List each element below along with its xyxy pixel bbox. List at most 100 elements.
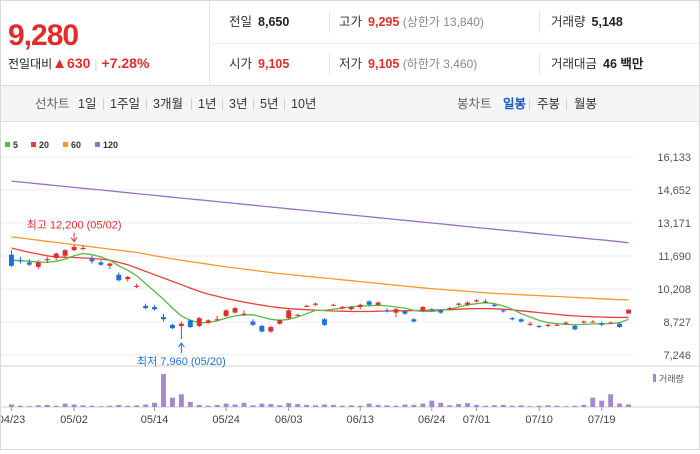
tab-period-3m[interactable]: 3개월 bbox=[153, 97, 183, 111]
candle-body bbox=[44, 259, 50, 261]
volume-bar bbox=[26, 406, 32, 407]
volume-bar bbox=[277, 405, 283, 407]
tab-period-10y[interactable]: 10년 bbox=[291, 97, 317, 111]
candle-body bbox=[205, 320, 211, 323]
volume-bar bbox=[491, 405, 497, 407]
candle-body bbox=[71, 246, 77, 251]
volume-bar bbox=[509, 405, 515, 407]
divider bbox=[191, 99, 192, 110]
stat-value: 9,295 bbox=[368, 15, 400, 29]
divider bbox=[539, 11, 540, 33]
volume-bar bbox=[9, 404, 14, 407]
candle-body bbox=[35, 262, 41, 267]
stat-label: 시가 bbox=[229, 57, 253, 71]
candlestick-chart[interactable]: 16,133 14,652 13,171 11,690 10,208 8,727 7,246… bbox=[0, 122, 699, 449]
high-annotation: 최고 12,200 (05/02) bbox=[27, 219, 122, 232]
chart-area: 16,133 14,652 13,171 11,690 10,208 8,727 7,246… bbox=[0, 122, 700, 450]
volume-bar bbox=[339, 405, 345, 407]
candle-body bbox=[474, 300, 479, 302]
low-annotation: 최저 7,960 (05/20) bbox=[137, 355, 226, 368]
stat-label: 거래량 bbox=[551, 15, 586, 29]
price-summary-panel: 9,280 전일대비▲630 | +7.28% 전일 8,650 고가 9,295 (상… bbox=[0, 0, 700, 86]
divider bbox=[253, 99, 254, 110]
tab-period-1y[interactable]: 1년 bbox=[198, 97, 217, 111]
upper-limit: (상한가 13,840) bbox=[402, 15, 484, 29]
tab-period-5y[interactable]: 5년 bbox=[260, 97, 279, 111]
volume-bar bbox=[626, 404, 631, 407]
volume-bar bbox=[134, 405, 140, 407]
candle-body bbox=[599, 323, 605, 325]
legend-label-5: 5 bbox=[13, 140, 18, 150]
volume-bar bbox=[527, 406, 533, 407]
stat-label: 저가 bbox=[339, 57, 363, 71]
candle-body bbox=[259, 325, 265, 332]
y-tick-label: 10,208 bbox=[657, 284, 691, 296]
candle-body bbox=[89, 259, 95, 262]
volume-bar bbox=[71, 404, 77, 407]
stat-label: 전일 bbox=[229, 15, 253, 29]
candle-chart-label: 봉차트 bbox=[457, 97, 492, 111]
candle-body bbox=[295, 314, 301, 316]
volume-bar bbox=[545, 405, 551, 407]
y-tick-label: 14,652 bbox=[657, 185, 691, 197]
candle-body bbox=[330, 304, 336, 306]
candle-body bbox=[447, 308, 453, 310]
volume-bar bbox=[518, 405, 524, 407]
volume-bar bbox=[161, 374, 166, 407]
tab-period-1d[interactable]: 1일 bbox=[78, 97, 97, 111]
change-label: 전일대비 bbox=[8, 57, 53, 71]
candle-body bbox=[545, 324, 551, 326]
volume-bar bbox=[214, 404, 220, 407]
candle-body bbox=[304, 305, 310, 307]
candle-body bbox=[322, 319, 327, 325]
volume-bar bbox=[375, 404, 381, 407]
candle-body bbox=[286, 310, 292, 319]
tab-period-3y[interactable]: 3년 bbox=[229, 97, 248, 111]
candle-body bbox=[491, 304, 497, 306]
tab-monthly-candle[interactable]: 월봉 bbox=[574, 97, 598, 111]
volume-bar bbox=[402, 404, 408, 407]
volume-bar bbox=[500, 404, 506, 407]
volume-bar bbox=[536, 405, 542, 407]
volume-bar bbox=[438, 402, 444, 407]
stat-high: 고가 9,295 (상한가 13,840) bbox=[339, 1, 484, 43]
volume-bar bbox=[411, 404, 417, 407]
tab-period-1w[interactable]: 1주일 bbox=[110, 97, 140, 111]
divider bbox=[329, 11, 330, 33]
x-tick-label: 07/01 bbox=[463, 414, 491, 426]
stat-value: 9,105 bbox=[368, 57, 400, 71]
candle-body bbox=[223, 310, 229, 316]
divider bbox=[566, 99, 567, 110]
line-chart-label: 선차트 bbox=[35, 97, 70, 111]
volume-bar bbox=[608, 394, 614, 407]
volume-legend-swatch bbox=[653, 374, 656, 382]
volume-bar bbox=[152, 402, 158, 407]
stat-label: 고가 bbox=[339, 15, 363, 29]
volume-bar bbox=[366, 403, 372, 407]
divider bbox=[539, 53, 540, 75]
volume-bar bbox=[617, 403, 623, 407]
y-tick-label: 7,246 bbox=[663, 350, 691, 362]
volume-bar bbox=[357, 405, 363, 407]
candle-body bbox=[509, 318, 515, 320]
volume-bar bbox=[80, 405, 86, 407]
volume-bar bbox=[250, 405, 256, 407]
ma5-line bbox=[11, 252, 629, 326]
change-divider: | bbox=[94, 57, 98, 71]
tab-daily-candle[interactable]: 일봉 bbox=[503, 97, 527, 111]
candle-body bbox=[366, 301, 372, 305]
volume-bar bbox=[125, 405, 131, 407]
ma60-line bbox=[11, 236, 629, 301]
tab-weekly-candle[interactable]: 주봉 bbox=[537, 97, 561, 111]
candle-body bbox=[187, 320, 193, 328]
stat-prev-close: 전일 8,650 bbox=[229, 1, 289, 43]
volume-bar bbox=[447, 405, 453, 407]
chart-tabs-bar: 선차트 1일 1주일 3개월 1년 3년 5년 10년 봉차트 일봉 주봉 월봉 bbox=[0, 86, 700, 122]
candle-body bbox=[9, 254, 14, 266]
volume-bar bbox=[205, 405, 211, 407]
stat-low: 저가 9,105 (하한가 3,460) bbox=[339, 43, 477, 85]
y-tick-label: 13,171 bbox=[657, 218, 691, 230]
volume-bar bbox=[169, 397, 175, 407]
x-tick-label: 05/14 bbox=[141, 414, 169, 426]
volume-bar bbox=[232, 404, 238, 407]
